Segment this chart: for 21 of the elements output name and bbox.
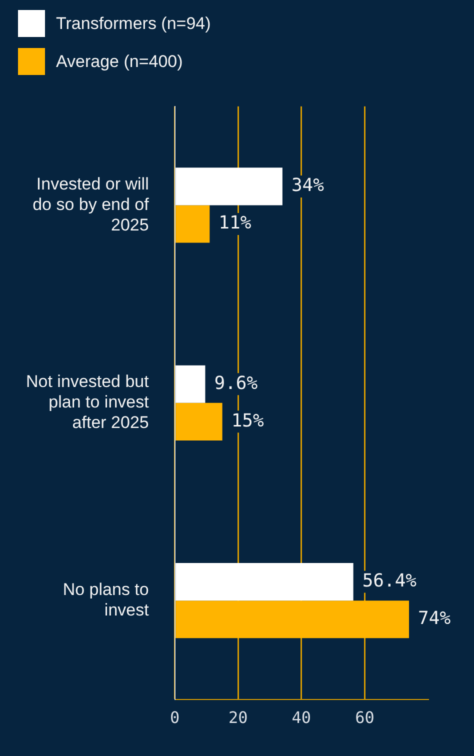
- x-tick-label: 40: [292, 708, 312, 728]
- y-tick-label: Not invested but plan to invest after 2025: [26, 372, 150, 432]
- x-tick-label: 60: [355, 708, 374, 728]
- bar: [176, 168, 282, 206]
- bar: [176, 365, 206, 403]
- legend-label: Average (n=400): [56, 52, 183, 72]
- data-label: 34%: [291, 175, 324, 196]
- y-tick-label: No plans to invest: [62, 580, 150, 620]
- bar: [176, 563, 354, 601]
- x-tick-label: 20: [228, 708, 248, 728]
- bar: [176, 600, 410, 638]
- bar: [176, 402, 222, 440]
- data-label: 15%: [231, 410, 264, 432]
- x-tick-label: 0: [170, 708, 180, 728]
- data-label: 56.4%: [362, 570, 417, 592]
- data-label: 9.6%: [214, 372, 258, 394]
- bar: [176, 205, 210, 243]
- y-tick-label: Invested or will do so by end of 2025: [32, 174, 150, 234]
- data-label: 11%: [218, 212, 252, 234]
- legend-label: Transformers (n=94): [56, 14, 211, 34]
- data-label: 74%: [418, 608, 451, 630]
